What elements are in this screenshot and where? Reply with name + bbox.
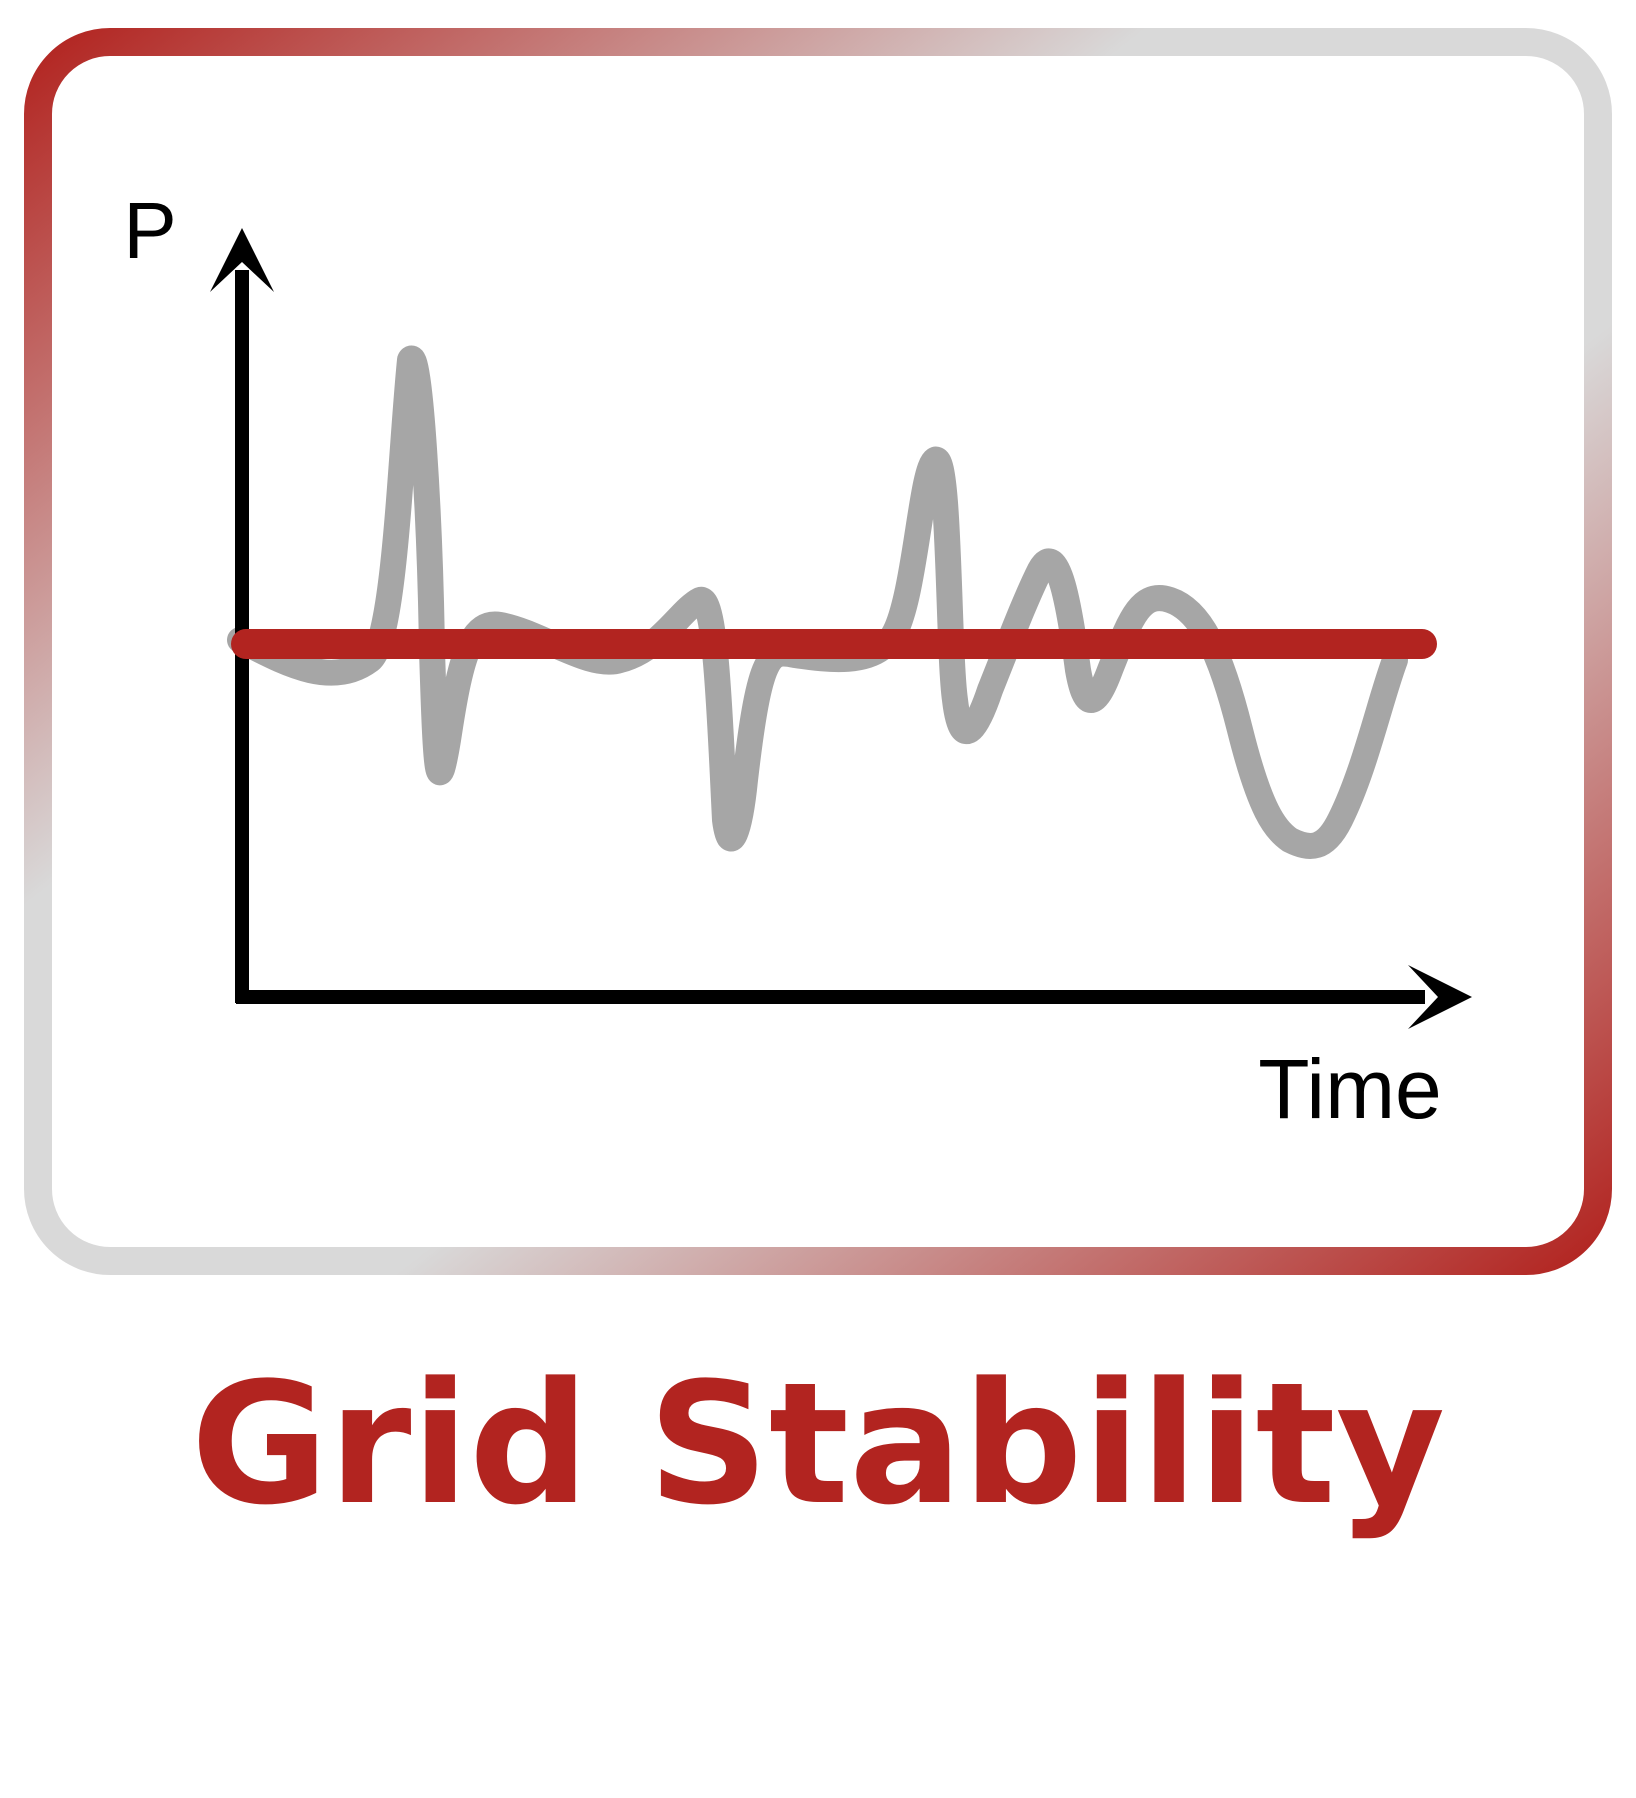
y-axis-arrowhead [210, 228, 274, 292]
x-axis-label: Time [1258, 1042, 1442, 1136]
x-axis-arrowhead [1408, 965, 1472, 1029]
page-title: Grid Stability [190, 1346, 1446, 1542]
y-axis-label: P [123, 186, 176, 275]
